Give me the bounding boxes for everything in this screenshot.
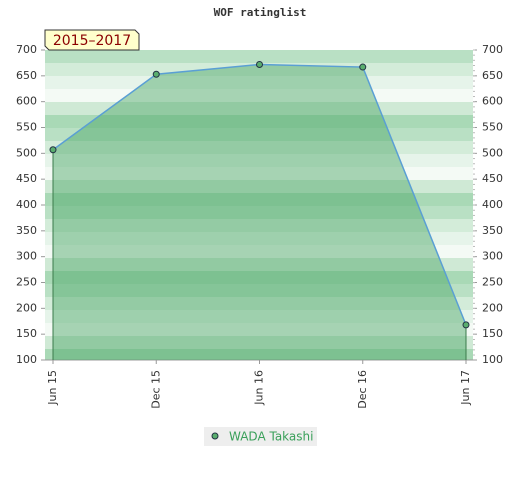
background-stripe xyxy=(45,336,473,349)
legend-box xyxy=(204,427,317,446)
background-stripe xyxy=(45,167,473,180)
y-tick-label: 100 xyxy=(16,353,37,366)
background-stripe xyxy=(45,141,473,154)
background-stripe xyxy=(45,102,473,115)
y-tick-label: 650 xyxy=(16,69,37,82)
background-stripe xyxy=(45,349,473,360)
y-tick-label: 200 xyxy=(16,301,37,314)
y-tick-label: 400 xyxy=(16,198,37,211)
background-stripe xyxy=(45,206,473,219)
y2-tick-label: 350 xyxy=(482,224,503,237)
y2-tick-label: 250 xyxy=(482,276,503,289)
background-stripe xyxy=(45,245,473,258)
y-tick-label: 600 xyxy=(16,95,37,108)
background-stripe xyxy=(45,128,473,141)
annotation: 2015–2017 xyxy=(53,33,131,49)
background-stripe xyxy=(45,297,473,310)
y-tick-label: 500 xyxy=(16,146,37,159)
background-stripe xyxy=(45,284,473,297)
point xyxy=(359,63,367,71)
y-tick-label: 450 xyxy=(16,172,37,185)
y2-tick-label: 700 xyxy=(482,43,503,56)
background-stripe xyxy=(45,310,473,323)
background-stripe xyxy=(45,154,473,167)
background-stripe xyxy=(45,115,473,128)
legend-marker xyxy=(211,432,219,440)
y2-tick-label: 550 xyxy=(482,121,503,134)
y2-tick-label: 500 xyxy=(482,146,503,159)
x-tick-label: Dec 16 xyxy=(356,370,369,409)
y2-tick-label: 300 xyxy=(482,250,503,263)
y-tick-label: 700 xyxy=(16,43,37,56)
chart-title: WOF ratinglist xyxy=(214,6,307,19)
area-fill xyxy=(53,64,466,360)
background-stripe xyxy=(45,76,473,89)
y2-tick-label: 400 xyxy=(482,198,503,211)
x-tick-label: Jun 15 xyxy=(46,370,59,406)
y2-tick-label: 600 xyxy=(482,95,503,108)
y-tick-label: 550 xyxy=(16,121,37,134)
background-stripe xyxy=(45,271,473,284)
background-stripe xyxy=(45,232,473,245)
y-tick-label: 350 xyxy=(16,224,37,237)
y2-tick-label: 100 xyxy=(482,353,503,366)
y-tick-label: 150 xyxy=(16,327,37,340)
background-stripe xyxy=(45,258,473,271)
background-stripe xyxy=(45,219,473,232)
x-tick-label: Jun 17 xyxy=(459,370,472,406)
point xyxy=(462,321,470,329)
point xyxy=(152,70,160,78)
y2-tick-label: 150 xyxy=(482,327,503,340)
y2-tick-label: 450 xyxy=(482,172,503,185)
point xyxy=(256,60,263,68)
annotation-box xyxy=(44,29,140,51)
background-stripe xyxy=(45,180,473,193)
legend-label: WADA Takashi xyxy=(229,430,313,444)
background-stripe xyxy=(45,323,473,336)
y-tick-label: 250 xyxy=(16,276,37,289)
y-tick-label: 300 xyxy=(16,250,37,263)
background-stripe xyxy=(45,193,473,206)
background-stripe xyxy=(45,50,473,63)
x-tick-label: Jun 16 xyxy=(253,370,266,406)
point xyxy=(49,146,57,154)
x-tick-label: Dec 15 xyxy=(149,370,162,409)
y2-tick-label: 200 xyxy=(482,301,503,314)
background-stripe xyxy=(45,89,473,102)
y2-tick-label: 650 xyxy=(482,69,503,82)
